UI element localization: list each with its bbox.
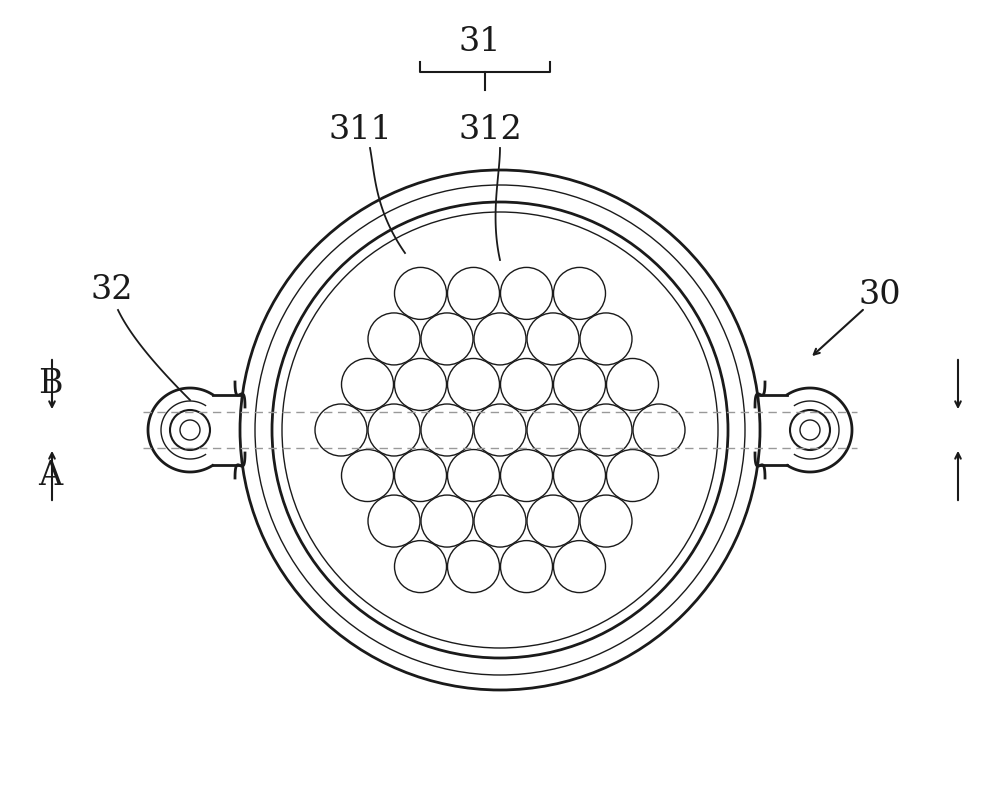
Circle shape — [501, 450, 552, 502]
Circle shape — [633, 404, 685, 456]
Circle shape — [554, 450, 606, 502]
Circle shape — [448, 359, 500, 411]
Circle shape — [368, 313, 420, 365]
Circle shape — [394, 541, 446, 593]
Text: 312: 312 — [458, 114, 522, 146]
Circle shape — [315, 404, 367, 456]
Circle shape — [421, 404, 473, 456]
Circle shape — [580, 313, 632, 365]
Circle shape — [474, 404, 526, 456]
Circle shape — [448, 450, 500, 502]
Circle shape — [474, 495, 526, 547]
Circle shape — [527, 404, 579, 456]
Circle shape — [501, 268, 552, 320]
Circle shape — [448, 541, 500, 593]
Circle shape — [580, 404, 632, 456]
Circle shape — [501, 359, 552, 411]
Circle shape — [474, 313, 526, 365]
Circle shape — [554, 268, 606, 320]
Circle shape — [606, 450, 658, 502]
Circle shape — [421, 495, 473, 547]
Circle shape — [554, 541, 606, 593]
Circle shape — [394, 268, 446, 320]
Circle shape — [421, 313, 473, 365]
Circle shape — [342, 450, 394, 502]
Text: A: A — [38, 460, 62, 492]
Text: 311: 311 — [328, 114, 392, 146]
Text: 31: 31 — [459, 26, 501, 58]
Text: 30: 30 — [859, 279, 901, 311]
Circle shape — [368, 495, 420, 547]
Circle shape — [554, 359, 606, 411]
Circle shape — [368, 404, 420, 456]
Circle shape — [606, 359, 658, 411]
Text: B: B — [38, 368, 62, 400]
Circle shape — [527, 313, 579, 365]
Circle shape — [501, 541, 552, 593]
Circle shape — [527, 495, 579, 547]
Circle shape — [394, 450, 446, 502]
Circle shape — [394, 359, 446, 411]
Circle shape — [448, 268, 500, 320]
Circle shape — [342, 359, 394, 411]
Text: 32: 32 — [91, 274, 133, 306]
Circle shape — [580, 495, 632, 547]
